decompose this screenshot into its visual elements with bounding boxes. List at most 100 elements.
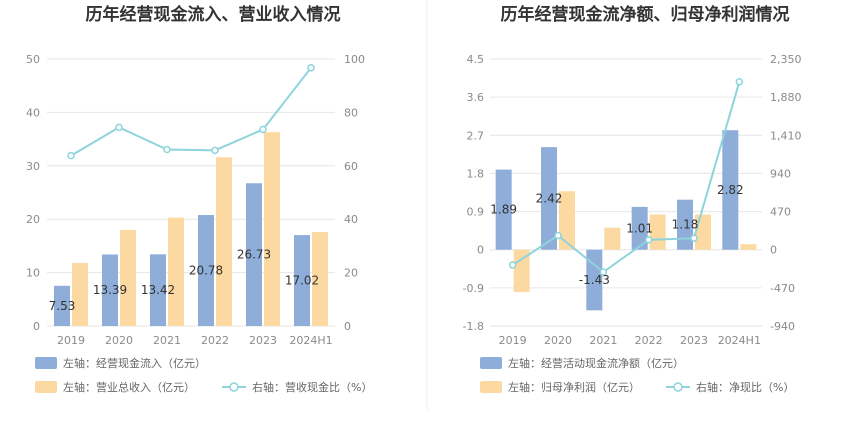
chart-1-bar-primary bbox=[198, 215, 214, 326]
chart-1-y-right-tick: 40 bbox=[344, 213, 358, 226]
chart-2-x-tick: 2024H1 bbox=[718, 334, 761, 347]
chart-1-ratio-point bbox=[163, 145, 171, 154]
chart-2-legend-marker bbox=[673, 382, 683, 392]
chart-1-bar-secondary bbox=[120, 229, 136, 326]
chart-2-bar-secondary bbox=[649, 214, 666, 250]
chart-1-title: 历年经营现金流入、营业收入情况 bbox=[86, 4, 341, 25]
chart-1-y-right-tick: 80 bbox=[344, 106, 358, 119]
chart-2-legend-label: 右轴：净现比（%） bbox=[696, 380, 794, 394]
chart-2-bar-secondary bbox=[513, 249, 530, 293]
chart-2-x-tick: 2020 bbox=[544, 334, 572, 347]
chart-2-data-label: 2.42 bbox=[536, 191, 563, 205]
chart-1-bar-secondary bbox=[72, 262, 88, 326]
chart-1-y-right-tick: 100 bbox=[344, 53, 365, 66]
chart-1-legend-label: 左轴：经营现金流入（亿元） bbox=[63, 356, 206, 370]
chart-2-y-right-tick: 0 bbox=[770, 244, 777, 257]
chart-1-ratio-point bbox=[259, 125, 267, 134]
chart-1-x-tick: 2020 bbox=[105, 334, 133, 347]
chart-1-x-tick: 2022 bbox=[201, 334, 229, 347]
chart-2-bar-primary bbox=[586, 249, 603, 311]
chart-2-legend-label: 左轴：归母净利润（亿元） bbox=[508, 380, 640, 394]
chart-1-y-right-tick: 20 bbox=[344, 267, 358, 280]
chart-2-data-label: 1.18 bbox=[672, 218, 699, 232]
chart-1-x-tick: 2019 bbox=[57, 334, 85, 347]
chart-1-legend-marker bbox=[229, 382, 239, 392]
chart-1-bar-secondary bbox=[216, 157, 232, 326]
chart-1-data-label: 20.78 bbox=[189, 264, 223, 278]
chart-1-bar-primary bbox=[54, 285, 70, 326]
chart-2-y-left-tick: -1.8 bbox=[463, 320, 484, 333]
chart-1-legend-swatch bbox=[35, 381, 57, 393]
chart-1-x-tick: 2021 bbox=[153, 334, 181, 347]
chart-1-ratio-point bbox=[307, 64, 315, 72]
chart-2-x-tick: 2019 bbox=[499, 334, 527, 347]
chart-2-y-right-tick: 470 bbox=[770, 206, 791, 219]
chart-2-ratio-point bbox=[644, 236, 653, 244]
chart-1-legend-label: 左轴：营业总收入（亿元） bbox=[63, 380, 195, 394]
chart-1-data-label: 13.39 bbox=[93, 283, 127, 297]
chart-2-x-tick: 2022 bbox=[635, 334, 663, 347]
chart-2-ratio-point bbox=[690, 234, 698, 242]
chart-2-y-left-tick: 0 bbox=[477, 244, 484, 257]
chart-1-bar-primary bbox=[150, 254, 166, 326]
chart-2-data-label: 1.89 bbox=[490, 203, 517, 217]
chart-2-bar-primary bbox=[677, 199, 693, 250]
chart-1-x-tick: 2023 bbox=[249, 334, 277, 347]
chart-2-y-right-tick: 2,350 bbox=[770, 53, 802, 66]
chart-2-x-tick: 2021 bbox=[589, 334, 617, 347]
chart-1-y-left-tick: 30 bbox=[26, 160, 40, 173]
chart-1-data-label: 17.02 bbox=[285, 274, 319, 288]
chart-1-legend-swatch bbox=[35, 357, 57, 369]
chart-2-y-left-tick: -0.9 bbox=[463, 282, 484, 295]
chart-2-bar-secondary bbox=[604, 227, 621, 250]
chart-1-y-left-tick: 10 bbox=[26, 267, 40, 280]
chart-2-ratio-point bbox=[508, 261, 517, 269]
chart-2-ratio-point bbox=[599, 268, 608, 276]
chart-2-legend-swatch bbox=[480, 381, 502, 393]
chart-2-y-right-tick: -470 bbox=[770, 282, 795, 295]
chart-1-data-label: 26.73 bbox=[237, 248, 271, 262]
chart-2-y-right-tick: 1,880 bbox=[770, 91, 802, 104]
chart-1-y-right-tick: 60 bbox=[344, 160, 358, 173]
chart-2-legend-label: 左轴：经营活动现金流净额（亿元） bbox=[508, 356, 684, 370]
chart-2-ratio-point bbox=[735, 78, 744, 86]
chart-2-y-right-tick: 1,410 bbox=[770, 129, 802, 142]
chart-1-x-tick: 2024H1 bbox=[289, 334, 332, 347]
chart-1-ratio-point bbox=[67, 151, 75, 160]
chart-1-y-left-tick: 0 bbox=[33, 320, 40, 333]
chart-1-bar-primary bbox=[294, 235, 310, 326]
chart-2-bar-secondary bbox=[740, 244, 757, 250]
chart-2-bar-secondary bbox=[559, 191, 575, 250]
chart-1-y-left-tick: 20 bbox=[26, 213, 40, 226]
chart-2-y-right-tick: 940 bbox=[770, 167, 791, 180]
chart-1-y-left-tick: 50 bbox=[26, 53, 40, 66]
chart-2-bar-primary bbox=[722, 130, 739, 250]
chart-2-y-left-tick: 0.9 bbox=[467, 206, 485, 219]
chart-2-data-label: 1.01 bbox=[626, 221, 653, 235]
chart-1-data-label: 13.42 bbox=[141, 283, 175, 297]
chart-2-y-right-tick: -940 bbox=[770, 320, 795, 333]
chart-2-y-left-tick: 1.8 bbox=[467, 167, 485, 180]
chart-2-title: 历年经营现金流净额、归母净利润情况 bbox=[501, 4, 790, 25]
chart-2-data-label: -1.43 bbox=[579, 273, 610, 287]
chart-1-y-left-tick: 40 bbox=[26, 106, 40, 119]
chart-1-ratio-point bbox=[115, 123, 123, 132]
chart-1-ratio-point bbox=[211, 146, 219, 155]
chart-2-data-label: 2.82 bbox=[717, 183, 744, 197]
chart-1-bar-secondary bbox=[264, 132, 280, 326]
chart-1-data-label: 7.53 bbox=[49, 299, 76, 313]
chart-2-ratio-line bbox=[512, 81, 741, 274]
chart-2-bar-primary bbox=[541, 147, 557, 250]
chart-1-y-right-tick: 0 bbox=[344, 320, 351, 333]
chart-2-y-left-tick: 3.6 bbox=[467, 91, 485, 104]
chart-2-bar-primary bbox=[631, 206, 648, 250]
chart-1-ratio-line bbox=[70, 67, 312, 157]
chart-2-legend-swatch bbox=[480, 357, 502, 369]
chart-1-legend-label: 右轴：营收现金比（%） bbox=[252, 380, 372, 394]
chart-1-bar-secondary bbox=[168, 217, 184, 326]
chart-1-bar-primary bbox=[102, 254, 118, 326]
chart-2-ratio-point bbox=[554, 231, 562, 240]
chart-2-x-tick: 2023 bbox=[680, 334, 708, 347]
